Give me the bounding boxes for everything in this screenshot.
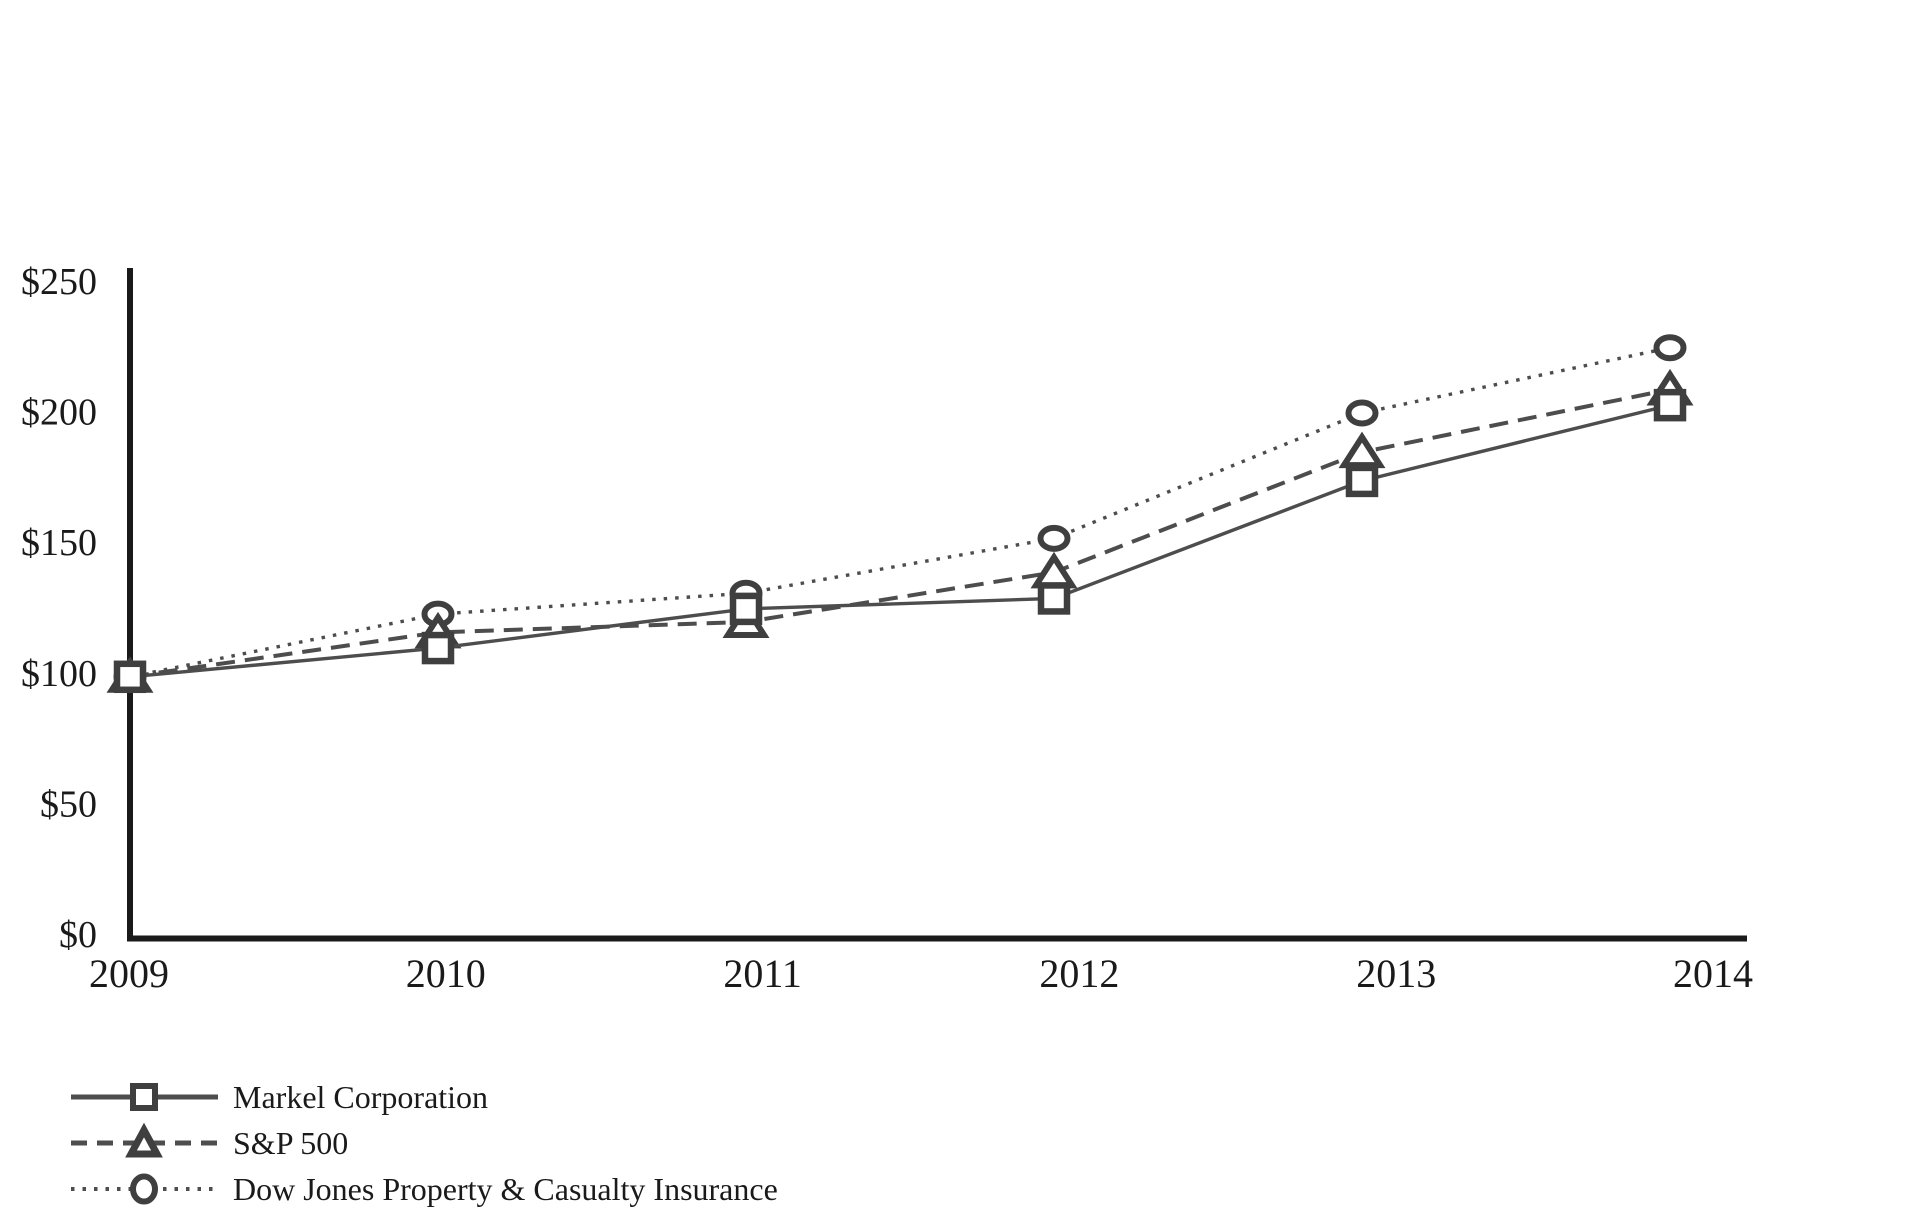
series-line-markel-corporation — [129, 403, 1671, 679]
data-point-triangle-s-p-500-2013 — [1338, 431, 1386, 469]
legend-item-dow-jones-property-casualty-insurance: Dow Jones Property & Casualty Insurance — [70, 1166, 778, 1212]
legend-swatch-triangle-dashed-icon — [71, 1123, 218, 1158]
chart-legend: Markel Corporation S&P 500 Dow Jones Pro… — [70, 1074, 778, 1212]
x-axis-tick-label-2014: 2014 — [1673, 951, 1753, 996]
data-point-circle-dow-jones-property-casualty-insurance-2014 — [1653, 334, 1687, 362]
legend-swatch-square-solid-icon — [71, 1083, 218, 1111]
legend-label-markel-corporation: Markel Corporation — [233, 1079, 489, 1115]
series-line-dow-jones-property-casualty-insurance — [129, 346, 1671, 679]
legend-swatch-part — [130, 1173, 158, 1205]
legend-label-dow-jones-property-casualty-insurance: Dow Jones Property & Casualty Insurance — [233, 1171, 778, 1207]
x-axis-tick-label-2013: 2013 — [1356, 951, 1436, 996]
legend-swatch-part — [125, 1123, 163, 1158]
y-axis-tick-label-50: $50 — [40, 783, 97, 825]
x-axis-tick-label-2011: 2011 — [723, 951, 802, 996]
y-axis-tick-label-200: $200 — [21, 392, 97, 434]
data-point-square-markel-corporation-2012 — [1037, 582, 1071, 615]
legend-label-sp-500: S&P 500 — [233, 1125, 349, 1161]
y-axis-tick-label-150: $150 — [21, 522, 97, 564]
y-axis-tick-label-0: $0 — [59, 914, 97, 956]
data-point-circle-dow-jones-property-casualty-insurance-2012 — [1037, 524, 1071, 552]
data-point-triangle-s-p-500-2012 — [1030, 551, 1078, 589]
data-point-square-markel-corporation-2011 — [729, 592, 763, 626]
legend-item-markel-corporation: Markel Corporation — [70, 1074, 778, 1120]
data-point-square-markel-corporation-2013 — [1345, 464, 1379, 498]
data-point-square-markel-corporation-2010 — [421, 631, 455, 665]
data-point-circle-dow-jones-property-casualty-insurance-2013 — [1345, 399, 1379, 427]
y-axis-tick-label-250: $250 — [21, 261, 97, 303]
x-axis-tick-label-2010: 2010 — [406, 951, 486, 996]
y-axis-tick-label-100: $100 — [21, 653, 97, 695]
series-line-s-p-500 — [129, 387, 1671, 679]
legend-item-sp-500: S&P 500 — [70, 1120, 778, 1166]
data-point-square-markel-corporation-2009 — [113, 660, 147, 694]
legend-swatch-part — [130, 1083, 158, 1111]
legend-swatch-circle-dotted-icon — [71, 1173, 218, 1205]
x-axis-tick-label-2012: 2012 — [1039, 951, 1119, 996]
data-point-square-markel-corporation-2014 — [1653, 388, 1687, 422]
x-axis-tick-label-2009: 2009 — [89, 951, 169, 996]
